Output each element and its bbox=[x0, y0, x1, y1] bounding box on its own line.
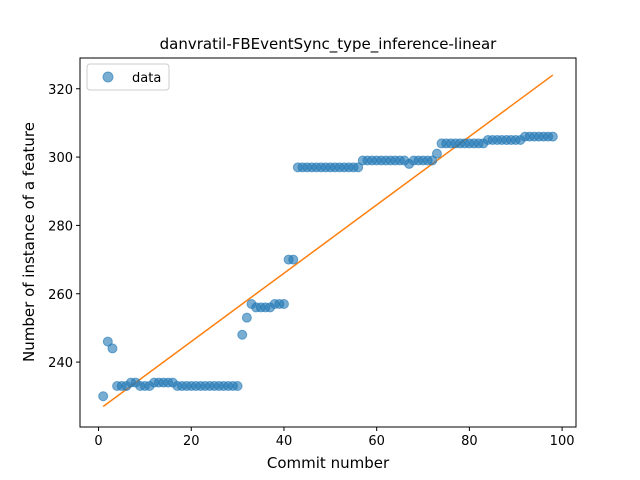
y-tick-label: 280 bbox=[48, 219, 73, 234]
data-point bbox=[353, 162, 364, 173]
data-point bbox=[427, 155, 438, 166]
data-point bbox=[431, 148, 442, 159]
data-point bbox=[288, 254, 299, 265]
chart-title: danvratil-FBEventSync_type_inference-lin… bbox=[160, 35, 498, 54]
x-axis: 0 20 40 60 80 100 bbox=[94, 427, 575, 449]
legend-label: data bbox=[132, 71, 161, 86]
y-axis-label: Number of instance of a feature bbox=[20, 122, 38, 362]
y-axis: 240 260 280 300 320 bbox=[48, 83, 80, 371]
data-point bbox=[102, 336, 113, 347]
data-point bbox=[237, 329, 248, 340]
x-axis-label: Commit number bbox=[267, 454, 390, 472]
data-point bbox=[241, 312, 252, 323]
y-tick-label: 240 bbox=[48, 356, 73, 371]
plot-frame bbox=[79, 57, 577, 428]
x-tick-label: 100 bbox=[550, 434, 575, 449]
legend: data bbox=[86, 63, 170, 91]
data-point bbox=[107, 343, 118, 354]
y-tick-label: 320 bbox=[48, 83, 73, 98]
x-tick-label: 20 bbox=[183, 434, 200, 449]
x-tick-label: 80 bbox=[461, 434, 478, 449]
legend-marker bbox=[102, 71, 114, 83]
x-tick-label: 0 bbox=[94, 434, 102, 449]
x-tick-label: 60 bbox=[368, 434, 385, 449]
fit-line bbox=[102, 74, 554, 408]
x-tick-label: 40 bbox=[276, 434, 293, 449]
y-tick-label: 260 bbox=[48, 288, 73, 303]
y-tick-label: 300 bbox=[48, 151, 73, 166]
data-point bbox=[98, 391, 109, 402]
plot-marks bbox=[98, 74, 558, 408]
legend-box bbox=[86, 63, 170, 91]
data-point bbox=[547, 131, 558, 142]
data-point bbox=[278, 299, 289, 309]
data-point bbox=[232, 381, 243, 391]
